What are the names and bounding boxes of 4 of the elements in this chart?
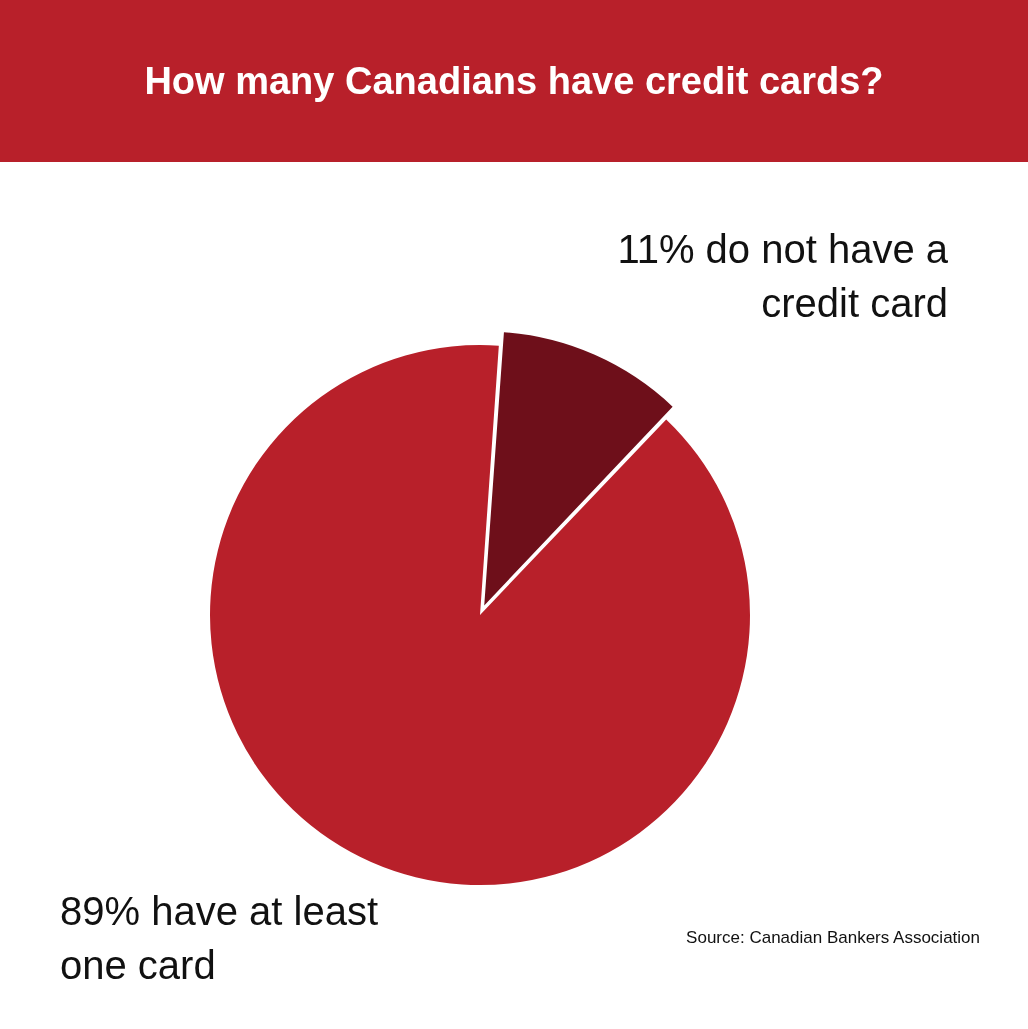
- slice-label: 11% do not have a credit card: [616, 226, 948, 327]
- slice-label: 89% have at least one card: [60, 888, 379, 989]
- source-note: Source: Canadian Bankers Association: [686, 928, 980, 948]
- chart-title: How many Canadians have credit cards?: [0, 0, 1028, 162]
